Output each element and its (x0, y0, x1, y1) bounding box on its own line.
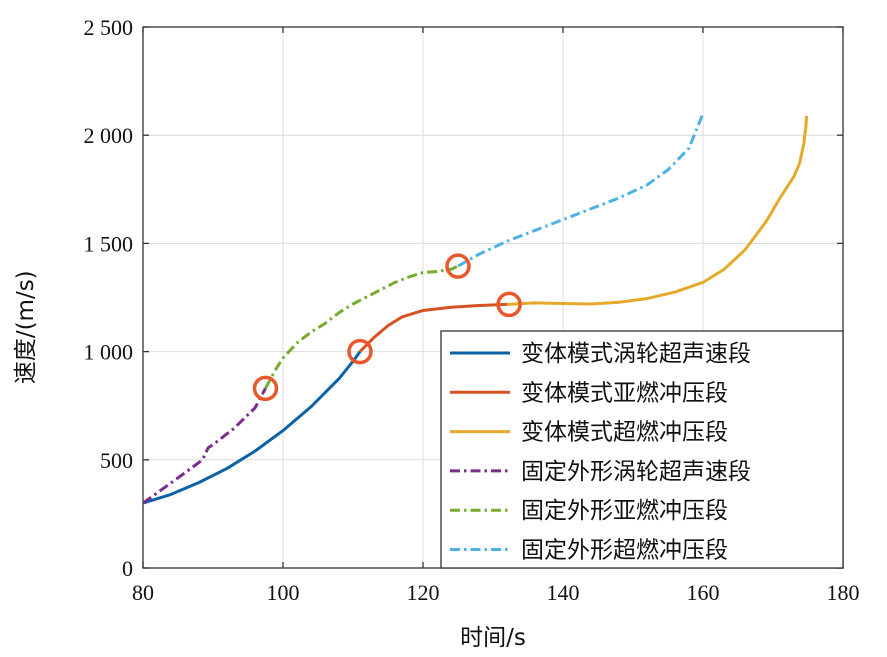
y-tick-label: 500 (100, 448, 133, 473)
x-tick-label: 100 (267, 580, 300, 605)
transition-marker-2 (347, 338, 373, 365)
axis-ticks: 80 100 120 140 160 180 0 500 1 000 1 500 2 000 2 50… (84, 15, 860, 605)
legend-label-2: 变体模式亚燃冲压段 (521, 380, 728, 406)
transition-marker-1 (252, 375, 279, 402)
series-line-4 (142, 387, 267, 505)
y-tick-label: 1 000 (84, 340, 134, 365)
x-tick-label: 180 (827, 580, 860, 605)
series-group (142, 112, 809, 505)
transition-marker-3 (445, 253, 471, 279)
legend-label-1: 变体模式涡轮超声速段 (521, 341, 751, 367)
legend-box (440, 330, 844, 569)
y-tick-label: 2 500 (84, 15, 134, 40)
series-line-1 (142, 350, 362, 505)
x-axis-title: 时间/s (460, 625, 526, 651)
series-line-5 (264, 264, 459, 390)
legend-label-5: 固定外形亚燃冲压段 (521, 498, 728, 524)
transition-markers (252, 253, 522, 402)
legend-label-6: 固定外形超燃冲压段 (521, 538, 728, 564)
legend-label-3: 变体模式超燃冲压段 (521, 420, 728, 446)
x-tick-label: 80 (132, 580, 154, 605)
x-tick-label: 160 (687, 580, 720, 605)
transition-marker-4 (496, 291, 522, 318)
y-axis-title: 速度/(m/s) (13, 270, 39, 384)
legend-label-4: 固定外形涡轮超声速段 (521, 459, 751, 485)
x-tick-label: 120 (407, 580, 440, 605)
x-tick-label: 140 (547, 580, 580, 605)
y-tick-label: 2 000 (84, 123, 134, 148)
series-line-2 (358, 302, 508, 353)
series-line-6 (457, 112, 705, 268)
y-tick-label: 1 500 (84, 231, 134, 256)
series-line-3 (506, 115, 809, 306)
legend: 变体模式涡轮超声速段变体模式亚燃冲压段变体模式超燃冲压段固定外形涡轮超声速段固定… (440, 330, 844, 569)
y-tick-label: 0 (122, 556, 133, 581)
